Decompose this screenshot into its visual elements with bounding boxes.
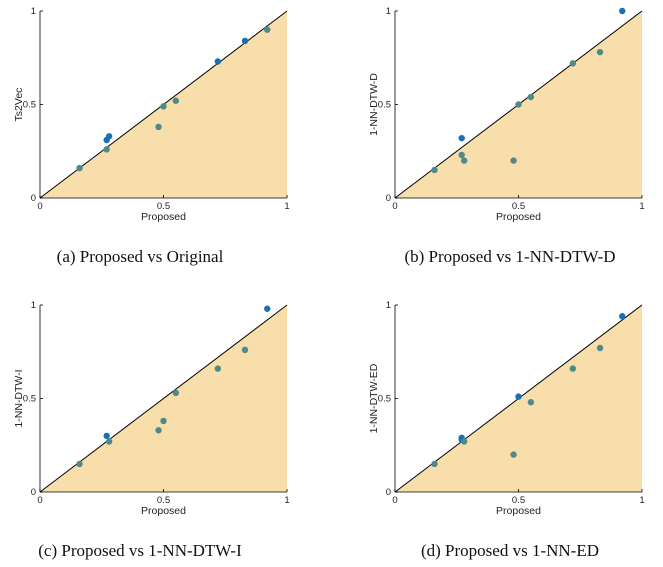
data-point — [264, 305, 271, 312]
x-tick-label: 0.5 — [157, 201, 170, 212]
y-tick-label: 1 — [386, 300, 391, 311]
x-tick-label: 0 — [392, 495, 397, 506]
y-axis-label: 1-NN-DTW-I — [13, 369, 25, 427]
data-point — [458, 151, 465, 159]
x-tick-label: 1 — [284, 495, 289, 506]
x-axis-label: Proposed — [141, 505, 186, 517]
data-point — [569, 365, 577, 372]
y-axis-label: Ts2Vec — [13, 88, 25, 122]
data-point — [214, 58, 222, 65]
y-tick-label: 1 — [31, 6, 36, 17]
x-axis-label: Proposed — [141, 211, 186, 223]
data-point — [527, 93, 535, 101]
x-tick-label: 0.5 — [512, 495, 525, 506]
data-point — [460, 157, 468, 164]
data-point — [569, 60, 577, 67]
y-tick-label: 1 — [386, 6, 391, 17]
data-point — [105, 133, 113, 140]
data-point — [172, 97, 180, 104]
data-point — [160, 103, 167, 110]
x-tick-label: 0 — [392, 201, 397, 212]
data-point — [172, 389, 180, 397]
x-tick-label: 1 — [284, 201, 289, 212]
subfigure-caption: (c) Proposed vs 1-NN-DTW-I — [38, 541, 242, 560]
data-point — [596, 48, 604, 56]
data-point — [105, 438, 113, 445]
y-tick-label: 0 — [31, 193, 36, 204]
data-point — [160, 417, 167, 425]
data-point — [431, 460, 438, 468]
data-point — [515, 393, 522, 400]
y-axis-label: 1-NN-DTW-ED — [368, 363, 380, 433]
y-tick-label: 0.5 — [378, 394, 391, 405]
data-point — [458, 134, 465, 142]
x-tick-label: 0 — [37, 201, 42, 212]
data-point — [619, 313, 626, 320]
data-point — [103, 432, 110, 440]
data-point — [510, 157, 517, 164]
subfigure-caption: (b) Proposed vs 1-NN-DTW-D — [404, 247, 615, 266]
x-axis-label: Proposed — [496, 505, 541, 517]
subplot-b: 0 0.5 1 0 0.5 1 Proposed 1-NN-DTW-D (b) Proposed… — [368, 6, 645, 266]
data-point — [155, 427, 162, 434]
y-tick-label: 0 — [31, 487, 36, 498]
y-tick-label: 0.5 — [23, 100, 36, 111]
x-tick-label: 0.5 — [157, 495, 170, 506]
subfigure-caption: (d) Proposed vs 1-NN-ED — [421, 541, 599, 560]
data-point — [515, 101, 522, 108]
identity-line — [39, 304, 288, 493]
data-point — [510, 451, 517, 458]
data-point — [76, 460, 83, 468]
subplot-d: 0 0.5 1 0 0.5 1 Proposed 1-NN-DTW-ED (d) Propose… — [368, 300, 645, 560]
x-axis-label: Proposed — [496, 211, 541, 223]
data-point — [103, 146, 110, 153]
data-point — [460, 438, 468, 445]
y-tick-label: 0 — [386, 487, 391, 498]
y-tick-label: 1 — [31, 300, 36, 311]
x-tick-label: 1 — [639, 495, 644, 506]
subfigure-caption: (a) Proposed vs Original — [57, 247, 224, 266]
y-tick-label: 0.5 — [378, 100, 391, 111]
y-tick-label: 0 — [386, 193, 391, 204]
data-point — [619, 7, 626, 15]
data-point — [596, 344, 604, 352]
data-point — [264, 26, 271, 33]
subplot-c: 0 0.5 1 0 0.5 1 Proposed 1-NN-DTW-I (c) Proposed… — [13, 300, 290, 560]
x-tick-label: 0.5 — [512, 201, 525, 212]
data-point — [76, 164, 83, 172]
subplot-a: 0 0.5 1 0 0.5 1 Proposed Ts2Vec (a) Proposed vs … — [13, 6, 290, 266]
x-tick-label: 1 — [639, 201, 644, 212]
data-point — [241, 37, 249, 45]
data-point — [214, 365, 222, 372]
x-tick-label: 0 — [37, 495, 42, 506]
y-tick-label: 0.5 — [23, 394, 36, 405]
data-point — [527, 399, 535, 406]
data-point — [155, 123, 162, 131]
data-point — [241, 346, 249, 354]
data-point — [431, 166, 438, 174]
y-axis-label: 1-NN-DTW-D — [368, 73, 380, 136]
